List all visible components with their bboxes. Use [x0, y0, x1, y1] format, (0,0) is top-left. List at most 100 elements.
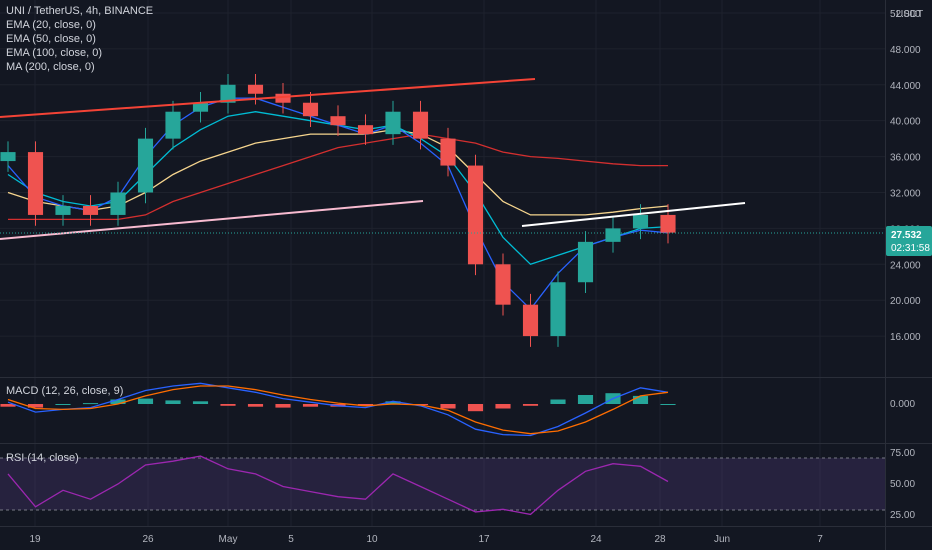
- candle-body: [385, 111, 401, 135]
- rsi-legend: RSI (14, close): [6, 451, 79, 465]
- date-tick-label: Jun: [714, 534, 730, 545]
- macd-histogram-bar: [247, 404, 264, 407]
- candles: [0, 74, 676, 347]
- price-tick-label: 48.000: [890, 45, 921, 56]
- macd-histogram-bar: [550, 399, 566, 404]
- macd-histogram-bar: [522, 404, 539, 406]
- candle-body: [110, 192, 126, 215]
- rsi-tick-label: 25.00: [890, 510, 915, 521]
- candle-body: [302, 102, 319, 117]
- macd-histogram-bar: [27, 404, 44, 408]
- macd-lines: [7, 382, 669, 437]
- candle-body: [467, 165, 484, 265]
- current-price-badge: 27.532 02:31:58: [886, 226, 932, 256]
- candle-body: [632, 214, 649, 229]
- indicator-ema20-label[interactable]: EMA (20, close, 0): [6, 19, 96, 31]
- current-price-value: 27.532: [891, 230, 922, 241]
- macd-histogram-bar: [220, 404, 236, 406]
- price-tick-label: 32.000: [890, 188, 921, 199]
- date-tick-label: 24: [590, 534, 602, 545]
- date-tick-label: 19: [29, 534, 41, 545]
- date-tick-label: 17: [478, 534, 490, 545]
- rsi-pane: [0, 455, 885, 516]
- candle-body: [357, 125, 374, 135]
- macd-histogram-bar: [577, 395, 594, 404]
- candle-body: [495, 264, 511, 305]
- candle-body: [220, 84, 236, 103]
- lower-trendline[interactable]: [0, 200, 424, 240]
- rsi-line-path: [7, 455, 669, 516]
- trendlines: [0, 78, 746, 240]
- macd-axis-tick: 0.000: [890, 399, 915, 410]
- axis-unit: USDT: [896, 9, 923, 20]
- date-tick-label: May: [219, 534, 238, 545]
- indicator-ema100-label[interactable]: EMA (100, close, 0): [6, 47, 102, 59]
- macd-histogram-bar: [440, 404, 456, 409]
- candle-body: [0, 152, 16, 162]
- price-grid: [0, 0, 885, 526]
- candle-body: [330, 116, 346, 126]
- date-axis[interactable]: 19 26 May 5 10 17 24 28 Jun 7: [29, 534, 823, 545]
- macd-histogram-bar: [302, 404, 319, 407]
- rsi-axis: 75.00 50.00 25.00: [890, 448, 915, 521]
- date-tick-label: 5: [288, 534, 294, 545]
- price-tick-label: 52.000: [890, 9, 921, 20]
- rsi-line: [7, 455, 669, 516]
- countdown-timer: 02:31:58: [891, 243, 930, 254]
- macd-histogram-bar: [192, 401, 209, 404]
- macd-label[interactable]: MACD (12, 26, close, 9): [6, 385, 124, 397]
- macd-histogram-bar: [137, 398, 154, 404]
- candle-body: [275, 93, 291, 103]
- candle-body: [412, 111, 429, 139]
- price-axis[interactable]: 52.00048.00044.00040.00036.00032.00028.0…: [890, 9, 921, 343]
- indicator-ema50-label[interactable]: EMA (50, close, 0): [6, 33, 96, 45]
- rsi-tick-label: 75.00: [890, 448, 915, 459]
- candle-body: [660, 214, 676, 233]
- price-pane: [0, 0, 885, 526]
- price-tick-label: 24.000: [890, 260, 921, 271]
- candle-body: [137, 138, 154, 193]
- macd-histogram-bar: [385, 401, 401, 404]
- macd-histogram-bar: [110, 399, 126, 404]
- candle-body: [192, 102, 209, 112]
- macd-histogram-bar: [82, 403, 99, 405]
- candle-body: [82, 205, 99, 215]
- symbol-title[interactable]: UNI / TetherUS, 4h, BINANCE: [6, 5, 154, 17]
- indicator-ma200-label[interactable]: MA (200, close, 0): [6, 61, 95, 73]
- price-tick-label: 44.000: [890, 81, 921, 92]
- candle-body: [165, 111, 181, 139]
- candle-body: [550, 282, 566, 337]
- price-legend: UNI / TetherUS, 4h, BINANCE EMA (20, clo…: [6, 4, 153, 74]
- candle-body: [522, 304, 539, 337]
- price-tick-label: 40.000: [890, 117, 921, 128]
- macd-histogram-bar: [165, 400, 181, 404]
- macd-histogram-bar: [55, 404, 71, 405]
- date-tick-label: 7: [817, 534, 823, 545]
- macd-pane: [0, 382, 676, 437]
- candle-body: [605, 228, 621, 242]
- price-tick-label: 36.000: [890, 153, 921, 164]
- candle-body: [577, 241, 594, 283]
- date-tick-label: 28: [654, 534, 666, 545]
- upper-trendline[interactable]: [0, 78, 536, 118]
- macd-histogram-bar: [357, 404, 374, 406]
- macd-histogram-bar: [275, 404, 291, 408]
- macd-histogram-bar: [467, 404, 484, 412]
- signal-line: [7, 385, 669, 435]
- neckline-trendline[interactable]: [521, 202, 746, 227]
- candle-body: [440, 138, 456, 166]
- rsi-band: [0, 458, 885, 510]
- candle-body: [27, 152, 44, 215]
- macd-histogram-bar: [632, 395, 649, 404]
- macd-histogram-bar: [660, 404, 676, 405]
- rsi-label[interactable]: RSI (14, close): [6, 452, 79, 464]
- date-tick-label: 10: [366, 534, 378, 545]
- candle-body: [55, 205, 71, 215]
- rsi-tick-label: 50.00: [890, 479, 915, 490]
- candle-body: [247, 84, 264, 94]
- macd-legend: MACD (12, 26, close, 9): [6, 384, 123, 398]
- date-tick-label: 26: [142, 534, 154, 545]
- macd-histogram-bar: [495, 404, 511, 409]
- price-tick-label: 16.000: [890, 332, 921, 343]
